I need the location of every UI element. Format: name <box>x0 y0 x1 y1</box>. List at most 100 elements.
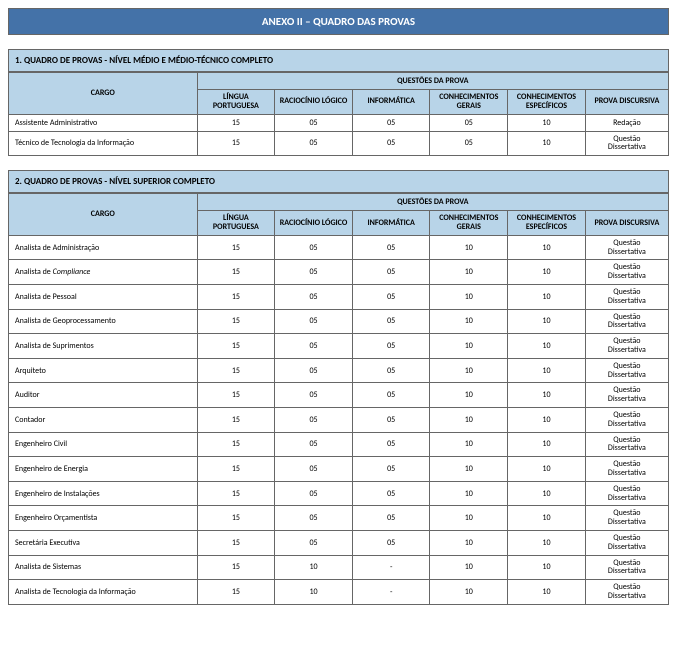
value-cell: QuestãoDissertativa <box>585 481 668 506</box>
value-cell: 05 <box>275 530 353 555</box>
cargo-cell: Analista de Pessoal <box>9 284 198 309</box>
value-cell: 15 <box>197 432 275 457</box>
cargo-cell: Auditor <box>9 383 198 408</box>
value-cell: 05 <box>275 432 353 457</box>
section-title: 2. QUADRO DE PROVAS - NÍVEL SUPERIOR COM… <box>8 170 669 193</box>
value-cell: 05 <box>275 457 353 482</box>
value-cell: QuestãoDissertativa <box>585 506 668 531</box>
table-row: Analista de Pessoal1505051010QuestãoDiss… <box>9 284 669 309</box>
value-cell: 10 <box>430 457 508 482</box>
value-cell: 15 <box>197 481 275 506</box>
header-lingua: LÍNGUA PORTUGUESA <box>197 90 275 115</box>
value-cell: 05 <box>352 457 430 482</box>
header-raciocinio: RACIOCÍNIO LÓGICO <box>275 90 353 115</box>
value-cell: 05 <box>275 235 353 260</box>
value-cell: QuestãoDissertativa <box>585 235 668 260</box>
value-cell: 05 <box>352 383 430 408</box>
section-title: 1. QUADRO DE PROVAS - NÍVEL MÉDIO E MÉDI… <box>8 49 669 72</box>
value-cell: 05 <box>352 260 430 285</box>
value-cell: 10 <box>508 432 586 457</box>
value-cell: QuestãoDissertativa <box>585 358 668 383</box>
value-cell: 10 <box>430 530 508 555</box>
value-cell: 05 <box>275 383 353 408</box>
cargo-cell: Engenheiro de Energia <box>9 457 198 482</box>
header-informatica: INFORMÁTICA <box>352 211 430 236</box>
value-cell: 15 <box>197 506 275 531</box>
value-cell: 05 <box>352 358 430 383</box>
cargo-cell: Contador <box>9 407 198 432</box>
header-lingua: LÍNGUA PORTUGUESA <box>197 211 275 236</box>
value-cell: 05 <box>275 260 353 285</box>
table-row: Engenheiro de Instalações1505051010Quest… <box>9 481 669 506</box>
value-cell: 10 <box>430 481 508 506</box>
value-cell: 10 <box>430 432 508 457</box>
header-especificos: CONHECIMENTOS ESPECÍFICOS <box>508 90 586 115</box>
value-cell: 05 <box>352 309 430 334</box>
value-cell: 15 <box>197 334 275 359</box>
cargo-cell: Secretária Executiva <box>9 530 198 555</box>
table-row: Engenheiro de Energia1505051010QuestãoDi… <box>9 457 669 482</box>
value-cell: 10 <box>430 284 508 309</box>
value-cell: 15 <box>197 131 275 156</box>
value-cell: 05 <box>352 284 430 309</box>
value-cell: QuestãoDissertativa <box>585 555 668 580</box>
value-cell: QuestãoDissertativa <box>585 309 668 334</box>
cargo-cell: Analista de Sistemas <box>9 555 198 580</box>
value-cell: 10 <box>430 358 508 383</box>
value-cell: 10 <box>508 481 586 506</box>
value-cell: 15 <box>197 235 275 260</box>
header-informatica: INFORMÁTICA <box>352 90 430 115</box>
cargo-cell: Engenheiro Civil <box>9 432 198 457</box>
value-cell: 05 <box>275 334 353 359</box>
value-cell: 10 <box>508 235 586 260</box>
value-cell: QuestãoDissertativa <box>585 131 668 156</box>
value-cell: 05 <box>275 309 353 334</box>
value-cell: 05 <box>275 284 353 309</box>
value-cell: QuestãoDissertativa <box>585 407 668 432</box>
value-cell: 10 <box>275 555 353 580</box>
value-cell: 10 <box>430 309 508 334</box>
value-cell: 10 <box>508 334 586 359</box>
provas-table: CARGOQUESTÕES DA PROVALÍNGUA PORTUGUESAR… <box>8 193 669 605</box>
provas-table: CARGOQUESTÕES DA PROVALÍNGUA PORTUGUESAR… <box>8 72 669 156</box>
table-row: Analista de Suprimentos1505051010Questão… <box>9 334 669 359</box>
value-cell: 10 <box>508 407 586 432</box>
table-row: Secretária Executiva1505051010QuestãoDis… <box>9 530 669 555</box>
value-cell: 15 <box>197 580 275 605</box>
value-cell: 10 <box>430 555 508 580</box>
header-cargo: CARGO <box>9 73 198 115</box>
value-cell: 05 <box>275 358 353 383</box>
value-cell: 10 <box>508 506 586 531</box>
value-cell: 15 <box>197 114 275 131</box>
value-cell: QuestãoDissertativa <box>585 334 668 359</box>
table-row: Contador1505051010QuestãoDissertativa <box>9 407 669 432</box>
value-cell: 10 <box>430 334 508 359</box>
value-cell: QuestãoDissertativa <box>585 383 668 408</box>
value-cell: 10 <box>508 309 586 334</box>
value-cell: 05 <box>352 131 430 156</box>
table-row: Técnico de Tecnologia da Informação15050… <box>9 131 669 156</box>
cargo-cell: Analista de Tecnologia da Informação <box>9 580 198 605</box>
value-cell: QuestãoDissertativa <box>585 457 668 482</box>
value-cell: Redação <box>585 114 668 131</box>
cargo-cell: Analista de Compliance <box>9 260 198 285</box>
table-row: Auditor1505051010QuestãoDissertativa <box>9 383 669 408</box>
cargo-cell: Analista de Administração <box>9 235 198 260</box>
value-cell: 05 <box>352 114 430 131</box>
value-cell: 15 <box>197 260 275 285</box>
value-cell: 05 <box>275 407 353 432</box>
table-row: Arquiteto1505051010QuestãoDissertativa <box>9 358 669 383</box>
header-questoes: QUESTÕES DA PROVA <box>197 73 668 90</box>
value-cell: 15 <box>197 530 275 555</box>
value-cell: 15 <box>197 555 275 580</box>
value-cell: QuestãoDissertativa <box>585 260 668 285</box>
value-cell: - <box>352 555 430 580</box>
value-cell: 05 <box>352 432 430 457</box>
table-row: Assistente Administrativo1505050510Redaç… <box>9 114 669 131</box>
value-cell: 05 <box>352 407 430 432</box>
value-cell: 10 <box>508 131 586 156</box>
value-cell: 10 <box>275 580 353 605</box>
value-cell: 10 <box>508 580 586 605</box>
value-cell: 05 <box>430 114 508 131</box>
header-cargo: CARGO <box>9 194 198 236</box>
